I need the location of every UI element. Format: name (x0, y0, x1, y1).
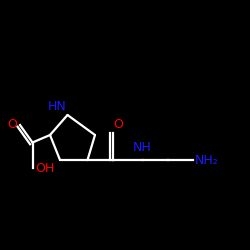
Text: HN: HN (48, 100, 66, 112)
Text: O: O (8, 118, 18, 132)
Text: NH₂: NH₂ (195, 154, 219, 166)
Text: NH: NH (133, 141, 152, 154)
Text: O: O (114, 118, 124, 131)
Text: OH: OH (35, 162, 54, 175)
